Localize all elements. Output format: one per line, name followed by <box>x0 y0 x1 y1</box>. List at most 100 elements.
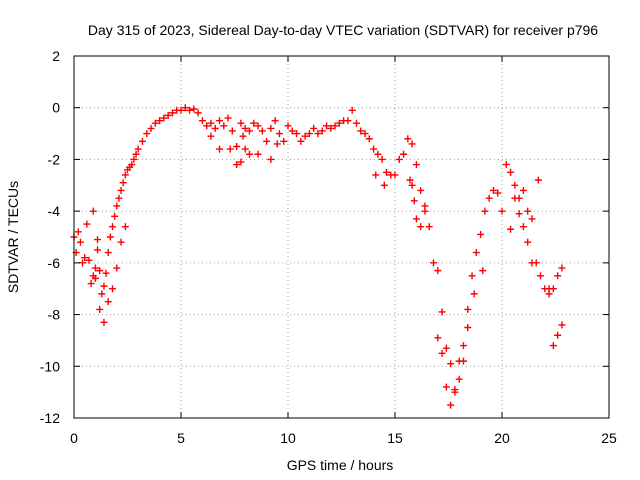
data-point <box>233 143 241 150</box>
data-point <box>147 124 155 132</box>
data-point <box>254 150 262 158</box>
data-point <box>357 127 365 135</box>
data-point <box>245 150 253 158</box>
data-point <box>226 145 234 153</box>
data-point <box>79 259 87 267</box>
data-point <box>207 119 215 127</box>
data-point <box>207 132 215 140</box>
data-point <box>404 135 412 143</box>
x-tick-label: 15 <box>387 430 403 446</box>
data-point <box>421 207 429 215</box>
data-point <box>106 233 114 241</box>
data-point <box>305 130 313 138</box>
data-point <box>121 171 129 179</box>
data-point <box>216 117 224 125</box>
data-point <box>400 150 408 158</box>
data-point <box>549 342 557 350</box>
data-point <box>410 197 418 205</box>
data-point <box>485 194 493 202</box>
data-point <box>113 202 121 210</box>
data-point <box>519 186 527 194</box>
y-tick-label: -6 <box>48 255 61 271</box>
data-point <box>216 145 224 153</box>
data-point <box>372 171 380 179</box>
data-point <box>327 124 335 132</box>
data-point <box>220 122 228 130</box>
data-point <box>138 137 146 145</box>
data-point <box>455 375 463 383</box>
data-point <box>121 223 129 231</box>
data-point <box>310 124 318 132</box>
data-point <box>109 223 117 231</box>
data-point <box>237 158 245 166</box>
data-point <box>361 130 369 138</box>
data-point <box>554 272 562 280</box>
data-point <box>250 119 258 127</box>
data-point <box>85 256 93 264</box>
data-point <box>382 168 390 176</box>
data-point <box>237 119 245 127</box>
y-tick-label: 0 <box>52 100 60 116</box>
data-point <box>104 298 112 306</box>
data-point <box>143 130 151 138</box>
x-tick-label: 5 <box>177 430 185 446</box>
data-point <box>318 127 326 135</box>
data-point <box>468 272 476 280</box>
data-point <box>470 290 478 298</box>
data-point <box>323 122 331 130</box>
data-point <box>100 282 108 290</box>
data-point <box>477 230 485 238</box>
data-point <box>263 137 271 145</box>
data-point <box>365 135 373 143</box>
data-points <box>70 104 566 409</box>
data-point <box>117 186 125 194</box>
data-point <box>81 254 89 262</box>
data-point <box>481 207 489 215</box>
data-point <box>83 220 91 228</box>
y-tick-label: -4 <box>48 203 61 219</box>
data-point <box>442 344 450 352</box>
data-point <box>459 357 467 365</box>
data-point <box>164 111 172 119</box>
data-point <box>434 334 442 342</box>
data-point <box>94 236 102 244</box>
data-point <box>348 106 356 114</box>
data-point <box>519 223 527 231</box>
data-point <box>96 305 104 313</box>
data-point <box>335 119 343 127</box>
y-tick-label: -2 <box>48 151 61 167</box>
y-tick-label: -10 <box>40 358 60 374</box>
data-point <box>507 225 515 233</box>
data-point <box>434 267 442 275</box>
data-point <box>228 127 236 135</box>
x-axis-title: GPS time / hours <box>287 457 394 473</box>
data-point <box>271 117 279 125</box>
data-point <box>534 176 542 184</box>
data-point <box>370 145 378 153</box>
data-point <box>528 215 536 223</box>
x-tick-label: 10 <box>280 430 296 446</box>
data-point <box>472 249 480 257</box>
data-point <box>515 210 523 218</box>
y-tick-label: -8 <box>48 307 61 323</box>
data-point <box>132 150 140 158</box>
data-point <box>104 249 112 257</box>
data-point <box>374 150 382 158</box>
x-tick-label: 20 <box>494 430 510 446</box>
data-point <box>438 349 446 357</box>
data-point <box>554 331 562 339</box>
data-point <box>156 117 164 125</box>
y-axis-title: SDTVAR / TECUs <box>5 181 21 293</box>
data-point <box>288 127 296 135</box>
data-point <box>502 161 510 169</box>
data-point <box>94 246 102 254</box>
data-point <box>177 106 185 114</box>
data-point <box>119 179 127 187</box>
data-point <box>160 114 168 122</box>
data-point <box>224 114 232 122</box>
data-point <box>545 285 553 293</box>
data-point <box>459 342 467 350</box>
